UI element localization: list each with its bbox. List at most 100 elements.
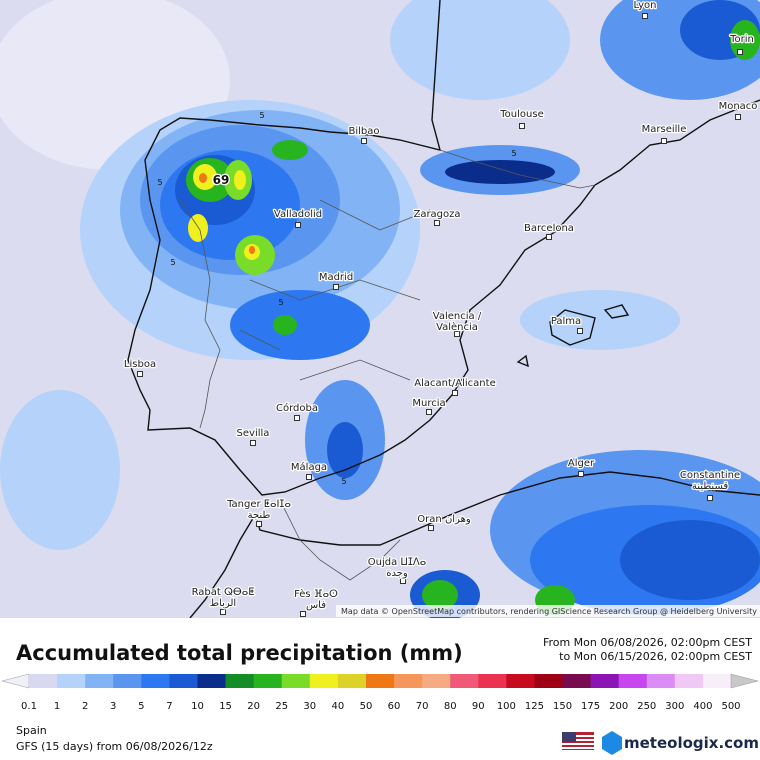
city-marker (306, 474, 312, 480)
legend-swatch (702, 674, 732, 688)
legend-swatch (253, 674, 283, 688)
legend-swatch (590, 674, 620, 688)
legend-tick-label: 10 (191, 701, 204, 712)
legend-tick-label: 70 (416, 701, 429, 712)
legend-swatch (169, 674, 198, 688)
city-label: Oran وهران (417, 514, 471, 525)
city-marker (452, 390, 458, 396)
city-marker (737, 49, 743, 55)
title: Accumulated total precipitation (mm) (16, 641, 463, 665)
legend-tick-label: 2 (82, 701, 88, 712)
legend-swatch (450, 674, 479, 688)
legend-swatch (506, 674, 535, 688)
legend-tick-label: 60 (388, 701, 401, 712)
contour-label: 5 (341, 477, 346, 486)
borders (179, 149, 596, 581)
brand[interactable]: meteologix.com (624, 734, 759, 752)
city-label-alt: فاس (306, 600, 326, 611)
city-label: Marseille (642, 124, 687, 135)
legend-swatch (113, 674, 142, 688)
city-label: Murcia (412, 398, 445, 409)
legend-tick-label: 175 (581, 701, 600, 712)
attribution: Map data © OpenStreetMap contributors, r… (341, 607, 757, 616)
city-label: Torin (729, 34, 754, 45)
attribution-bg (336, 605, 760, 617)
legend-tick-label: 5 (138, 701, 144, 712)
legend-tick-label: 300 (665, 701, 684, 712)
city-marker (294, 415, 300, 421)
city-marker (300, 611, 306, 617)
city-label: Constantine (680, 470, 740, 481)
city-marker (250, 440, 256, 446)
legend-swatch (85, 674, 114, 688)
brand-logo (602, 731, 622, 755)
city-marker (361, 138, 367, 144)
city-marker (333, 284, 339, 290)
legend-tick-label: 100 (497, 701, 516, 712)
city-marker (434, 220, 440, 226)
city-label: Tanger ⵟⴰⵏⵊⴰ (226, 499, 291, 510)
city-marker (546, 234, 552, 240)
legend-swatch (534, 674, 564, 688)
legend-swatch (365, 674, 395, 688)
map: 5 5 5 5 5 5 Lyon Torin Monaco Toulouse Marseille B… (0, 0, 760, 618)
city-label: Sevilla (237, 428, 270, 439)
city-marker (295, 222, 301, 228)
legend-tick-label: 250 (637, 701, 656, 712)
city-marker (735, 114, 741, 120)
city-marker (454, 331, 460, 337)
city-label: Fès ⴼⴰⵙ (294, 588, 338, 600)
legend-arrow-high (730, 673, 759, 689)
city-label-alt: طنجة (248, 510, 271, 521)
color-legend: 0.1 1 2 3 5 7 10 15 20 25 30 40 50 60 70 80 90 100 125 150 1… (1, 673, 759, 712)
city-label: Barcelona (524, 223, 574, 234)
city-marker (577, 328, 583, 334)
city-label: Valencia / (433, 311, 482, 322)
city-label: Málaga (291, 461, 327, 473)
city-label: Rabat ⵕⴱⴰⵟ (192, 587, 255, 598)
legend-swatch (422, 674, 451, 688)
legend-tick-label: 3 (110, 701, 116, 712)
period-from: From Mon 06/08/2026, 02:00pm CEST (543, 636, 752, 649)
legend-swatch (141, 674, 170, 688)
contour-label: 5 (278, 298, 283, 307)
legend-swatch (337, 674, 367, 688)
city-label: Bilbao (348, 126, 379, 137)
legend-swatch (309, 674, 339, 688)
city-label: Oujda ⵡⵊⴷⴰ (368, 557, 427, 568)
city-label: Palma (551, 316, 581, 327)
legend-swatch (225, 674, 255, 688)
legend-tick-label: 200 (609, 701, 628, 712)
region: Spain (16, 724, 47, 737)
legend-swatch (618, 674, 648, 688)
legend-swatch (562, 674, 592, 688)
city-marker (256, 521, 262, 527)
max-value-label: 69 (213, 173, 230, 187)
city-labels: Lyon Torin Monaco Toulouse Marseille Bilbao Va… (123, 0, 759, 617)
city-label-alt: وجدة (386, 568, 408, 579)
legend-tick-label: 500 (721, 701, 740, 712)
city-label-alt: قسنطينة (692, 481, 729, 492)
city-label-alt: València (436, 321, 478, 333)
city-marker (578, 471, 584, 477)
legend-tick-label: 20 (247, 701, 260, 712)
legend-swatch (197, 674, 227, 688)
legend-tick-label: 30 (303, 701, 316, 712)
legend-swatch (394, 674, 423, 688)
city-marker (400, 578, 406, 584)
legend-swatch (29, 674, 58, 688)
city-marker (642, 13, 648, 19)
legend-tick-label: 40 (332, 701, 345, 712)
legend-tick-label: 50 (360, 701, 373, 712)
legend-tick-label: 1 (54, 701, 60, 712)
city-label: Valladolid (274, 209, 322, 220)
legend-tick-label: 7 (166, 701, 172, 712)
city-label: Lyon (633, 0, 656, 11)
city-label: Lisboa (124, 359, 156, 370)
contour-label: 5 (170, 258, 175, 267)
legend-tick-label: 150 (553, 701, 572, 712)
us-flag[interactable] (562, 732, 594, 750)
legend-swatch (646, 674, 676, 688)
legend-tick-label: 400 (693, 701, 712, 712)
